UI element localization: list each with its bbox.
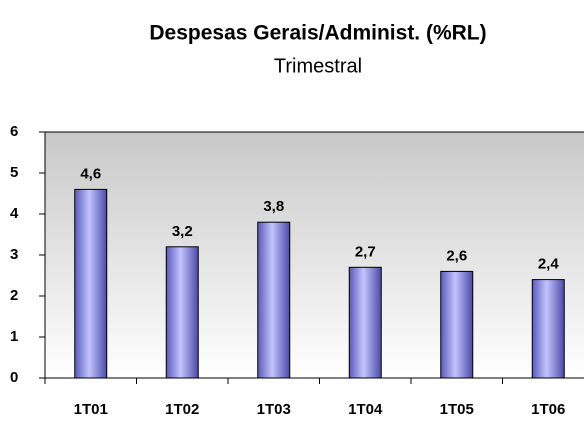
bar [257, 221, 291, 379]
bar [74, 188, 108, 379]
data-label: 2,6 [446, 247, 467, 264]
bar [440, 270, 474, 379]
y-tick-label: 1 [10, 328, 18, 345]
data-label: 3,8 [263, 198, 284, 215]
x-tick-label: 1T02 [165, 401, 199, 418]
x-tick-label: 1T01 [74, 401, 108, 418]
bar [531, 279, 565, 379]
y-tick-label: 2 [10, 287, 18, 304]
data-label: 2,4 [538, 256, 560, 273]
y-tick-label: 4 [10, 205, 19, 222]
data-label: 3,2 [172, 223, 193, 240]
x-tick-label: 1T04 [348, 401, 383, 418]
x-tick-label: 1T06 [531, 401, 565, 418]
plot-area [44, 131, 584, 379]
data-label: 2,7 [355, 243, 376, 260]
y-tick-label: 0 [10, 369, 18, 386]
bar [348, 266, 382, 379]
x-tick-label: 1T05 [440, 401, 474, 418]
y-tick-label: 6 [10, 123, 18, 140]
y-tick-label: 3 [10, 246, 18, 263]
data-label: 4,6 [80, 165, 101, 182]
chart-subtitle: Trimestral [274, 55, 362, 77]
y-tick-label: 5 [10, 164, 18, 181]
bar [165, 246, 199, 379]
x-tick-label: 1T03 [257, 401, 291, 418]
chart-title: Despesas Gerais/Administ. (%RL) [149, 22, 486, 45]
